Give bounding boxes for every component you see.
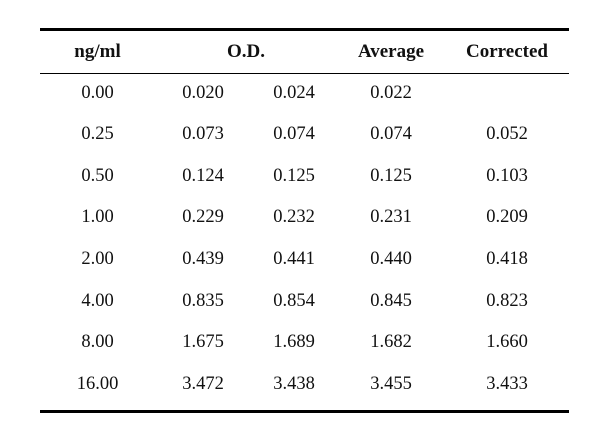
cell-od-1: 0.439 <box>182 249 224 270</box>
cell-od-2: 0.125 <box>273 165 315 186</box>
table-row: 8.00 1.675 1.689 1.682 1.660 <box>40 322 569 364</box>
cell-concentration: 1.00 <box>81 207 114 228</box>
table-row: 1.00 0.229 0.232 0.231 0.209 <box>40 197 569 239</box>
cell-average: 1.682 <box>370 332 412 353</box>
header-corrected: Corrected <box>466 41 548 62</box>
cell-concentration: 2.00 <box>81 249 114 270</box>
cell-od-2: 1.689 <box>273 332 315 353</box>
cell-concentration: 16.00 <box>76 373 119 394</box>
cell-corrected: 0.209 <box>486 207 528 228</box>
cell-corrected: 0.418 <box>486 249 528 270</box>
header-od: O.D. <box>227 41 265 62</box>
cell-od-1: 0.229 <box>182 207 224 228</box>
cell-od-1: 1.675 <box>182 332 224 353</box>
cell-concentration: 4.00 <box>81 290 114 311</box>
table-row: 2.00 0.439 0.441 0.440 0.418 <box>40 239 569 281</box>
cell-average: 0.845 <box>370 290 412 311</box>
cell-corrected: 0.103 <box>486 165 528 186</box>
cell-od-1: 0.073 <box>182 124 224 145</box>
cell-concentration: 0.00 <box>81 83 114 103</box>
table-top-rule <box>40 28 569 31</box>
cell-od-1: 0.020 <box>182 83 224 103</box>
cell-od-2: 0.074 <box>273 124 315 145</box>
cell-average: 0.125 <box>370 165 412 186</box>
cell-od-2: 0.024 <box>273 83 315 103</box>
cell-concentration: 0.25 <box>81 124 114 145</box>
table-row: 16.00 3.472 3.438 3.455 3.433 <box>40 364 569 406</box>
cell-average: 0.440 <box>370 249 412 270</box>
cell-od-1: 0.835 <box>182 290 224 311</box>
cell-corrected: 1.660 <box>486 332 528 353</box>
od-data-table: ng/ml O.D. Average Corrected 0.00 0.020 … <box>40 31 569 405</box>
header-average: Average <box>357 41 425 62</box>
cell-od-2: 0.232 <box>273 207 315 228</box>
table-header-row: ng/ml O.D. Average Corrected <box>40 31 569 73</box>
table-row: 4.00 0.835 0.854 0.845 0.823 <box>40 280 569 322</box>
cell-corrected: 3.433 <box>486 373 528 394</box>
header-concentration: ng/ml <box>74 41 121 62</box>
cell-corrected: 0.823 <box>486 290 528 311</box>
cell-average: 0.074 <box>370 124 412 145</box>
cell-od-2: 0.441 <box>273 249 315 270</box>
cell-od-1: 0.124 <box>182 165 224 186</box>
cell-concentration: 8.00 <box>81 332 114 353</box>
cell-average: 0.022 <box>370 83 412 103</box>
cell-od-1: 3.472 <box>182 373 224 394</box>
table-row: 0.00 0.020 0.024 0.022 <box>40 73 569 114</box>
table-bottom-rule <box>40 410 569 413</box>
cell-corrected: 0.052 <box>486 124 528 145</box>
table-row: 0.25 0.073 0.074 0.074 0.052 <box>40 114 569 156</box>
cell-od-2: 0.854 <box>273 290 315 311</box>
table-header-rule <box>40 73 569 74</box>
cell-average: 0.231 <box>370 207 412 228</box>
cell-concentration: 0.50 <box>81 165 114 186</box>
cell-od-2: 3.438 <box>273 373 315 394</box>
table-row: 0.50 0.124 0.125 0.125 0.103 <box>40 156 569 198</box>
cell-corrected <box>445 73 569 114</box>
cell-average: 3.455 <box>370 373 412 394</box>
